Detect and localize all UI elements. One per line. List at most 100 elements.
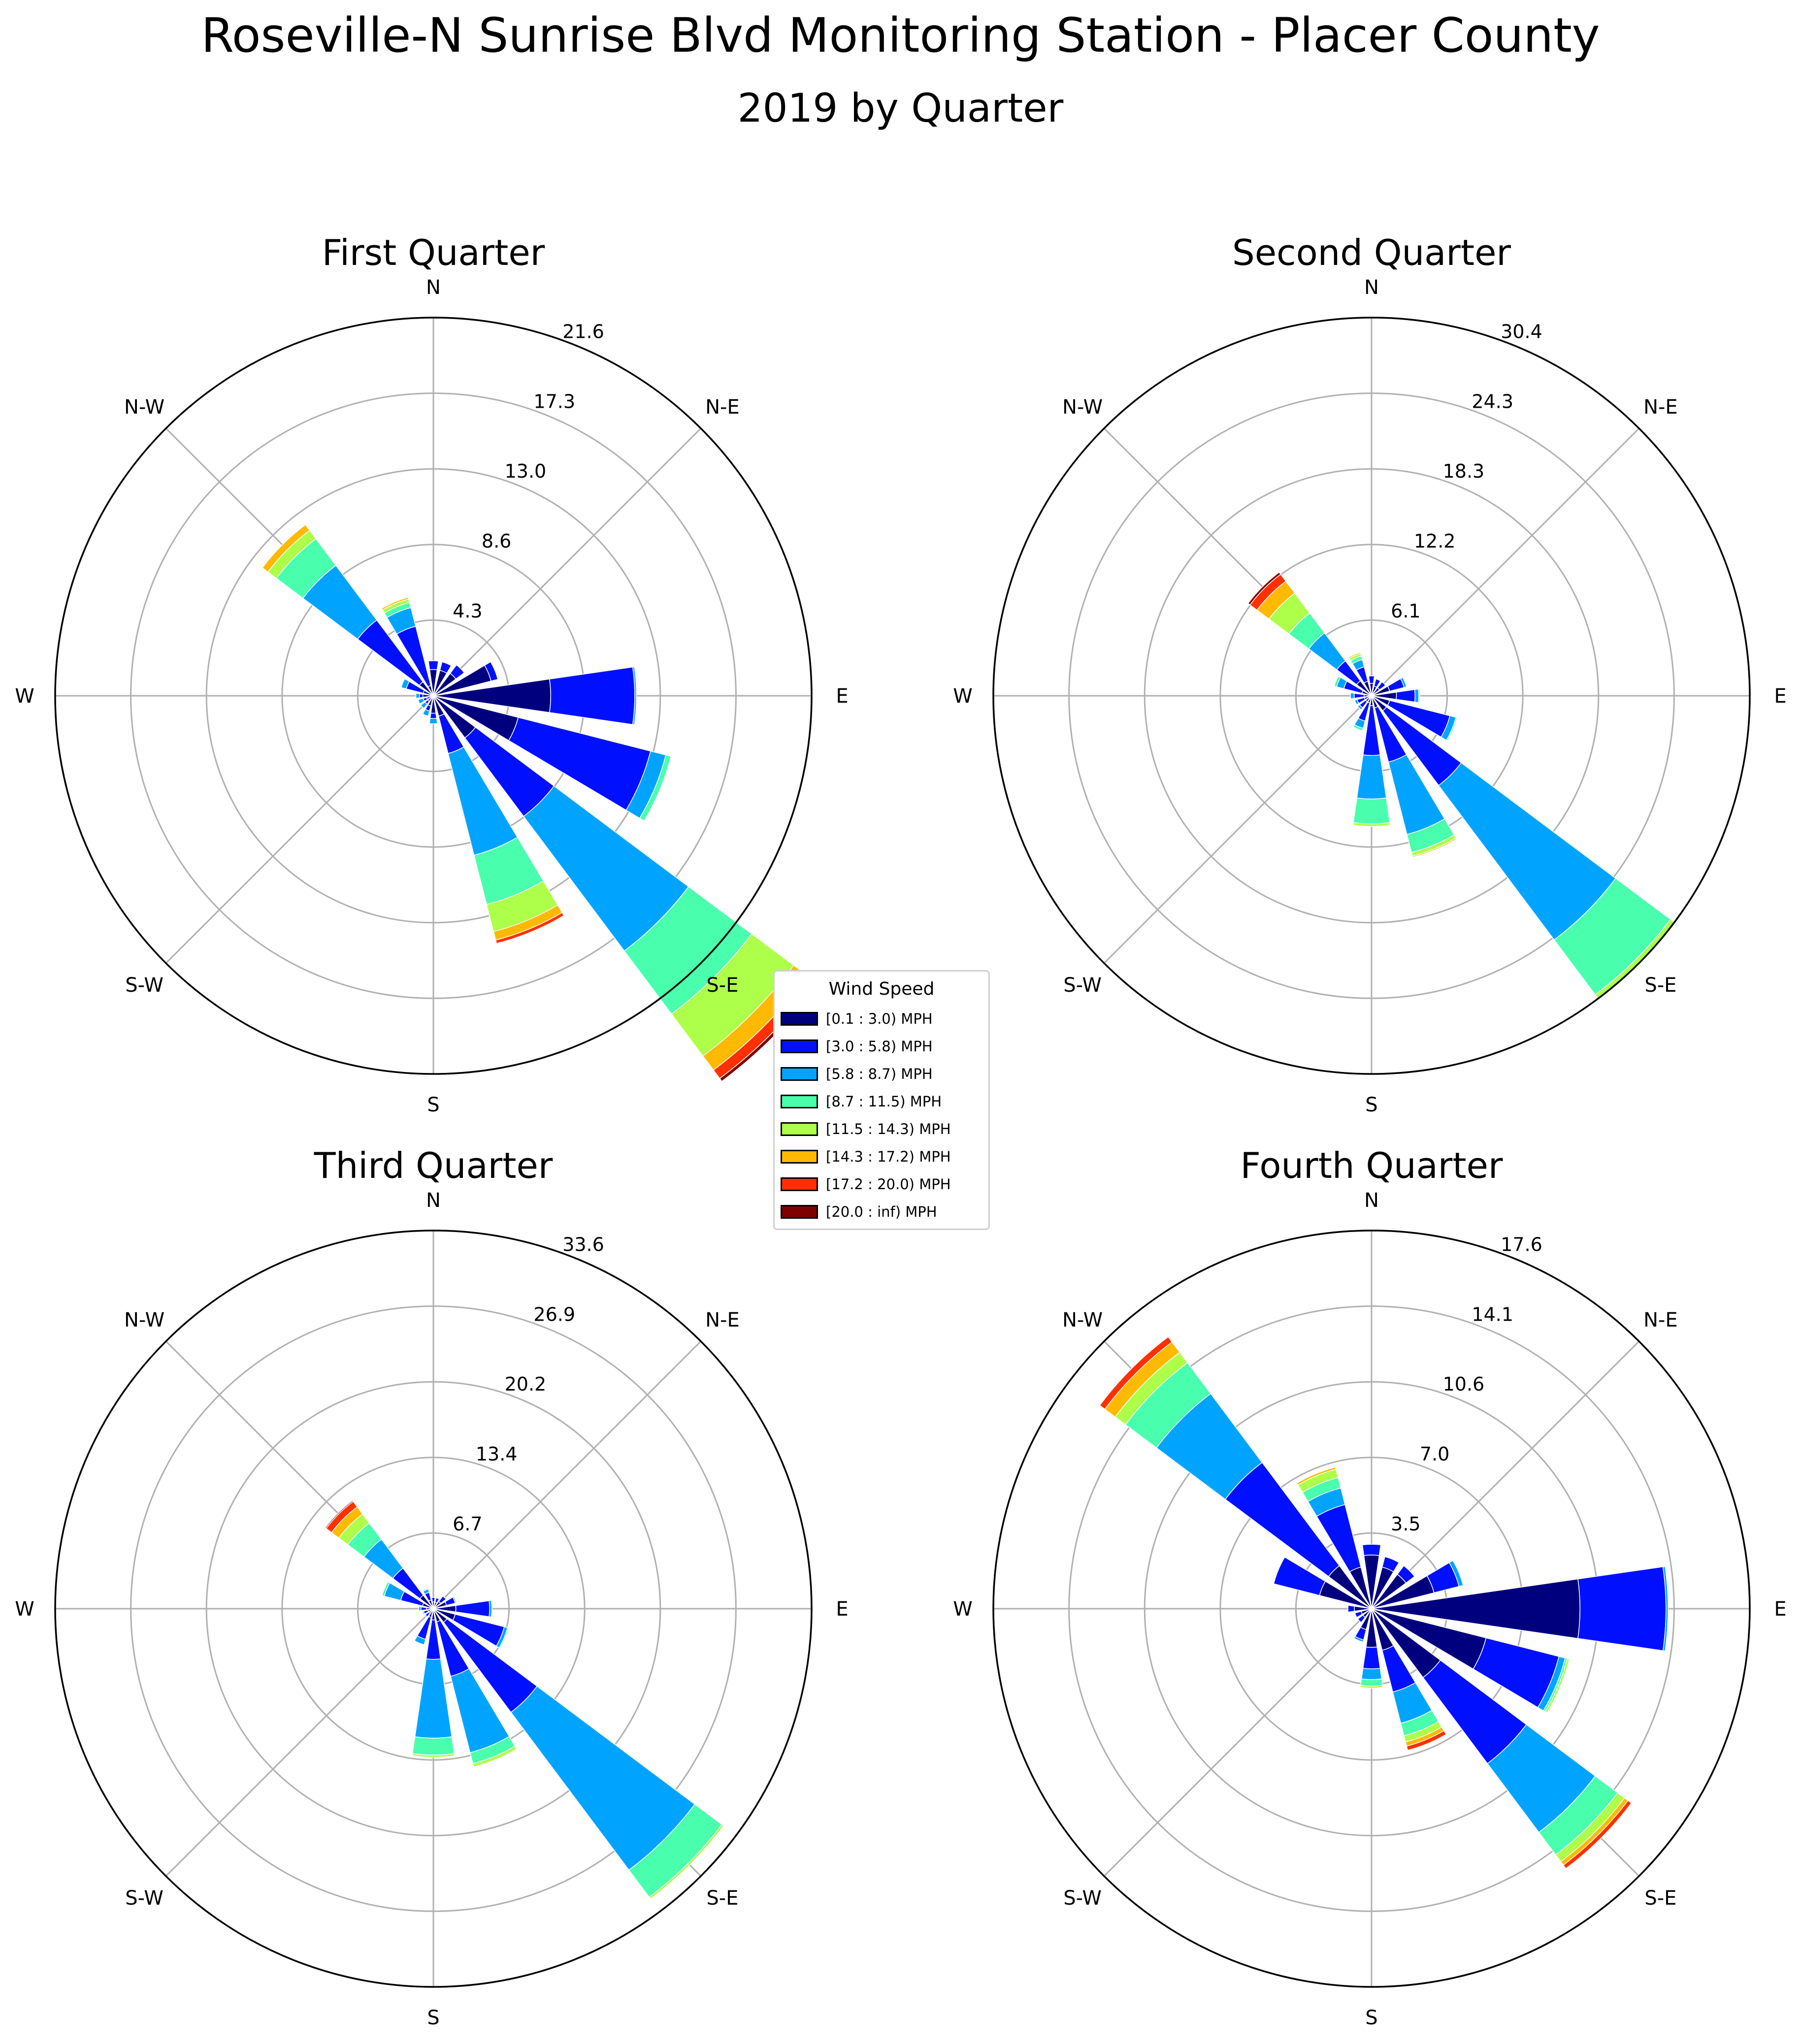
legend: Wind Speed [0.1 : 3.0) MPH [3.0 : 5.8) M… (773, 970, 990, 1230)
radial-tick-label: 17.3 (533, 390, 575, 412)
radial-tick-label: 14.1 (1472, 1303, 1513, 1325)
wind-bar-wsw-segment (418, 698, 425, 705)
wind-bar-w-segment (421, 1606, 427, 1611)
radial-tick-label: 17.6 (1501, 1233, 1542, 1255)
wind-bar-ene-segment (452, 1596, 457, 1604)
wind-bar-ene-segment (1448, 1559, 1464, 1587)
radial-tick-label: 6.7 (453, 1513, 482, 1535)
compass-label: N (426, 276, 441, 299)
wind-bar-ssw-segment (1352, 724, 1364, 731)
compass-label: S-W (1063, 974, 1102, 997)
legend-label: [14.3 : 17.2) MPH (826, 1148, 951, 1165)
wind-bar-e-segment (489, 1600, 492, 1618)
legend-swatch (781, 1205, 818, 1219)
legend-title: Wind Speed (828, 979, 935, 999)
legend-swatch (781, 1150, 818, 1164)
wind-bar-nw-segment (1247, 572, 1281, 606)
legend-swatch (781, 1095, 818, 1108)
wind-bar-ne-segment (438, 1595, 447, 1604)
compass-label: S (427, 2007, 439, 2029)
wind-bar-nnw-segment (381, 597, 409, 611)
radial-tick-label: 4.3 (453, 600, 482, 622)
radial-tick-label: 13.4 (476, 1443, 518, 1465)
compass-label: N (1364, 276, 1379, 299)
legend-label: [8.7 : 11.5) MPH (826, 1093, 942, 1110)
wind-bar-e-segment (632, 666, 637, 725)
legend-label: [20.0 : inf) MPH (826, 1203, 937, 1220)
radial-tick-label: 7.0 (1420, 1443, 1449, 1465)
wind-bar-nnw-segment (422, 1588, 429, 1592)
compass-label: N-W (1062, 1309, 1103, 1331)
legend-swatch (781, 1067, 818, 1081)
panel-title-third-quarter: Third Quarter (314, 1145, 553, 1186)
radial-tick-label: 20.2 (505, 1373, 547, 1395)
wind-bar-n-segment (431, 1597, 436, 1603)
panel-title-fourth-quarter: Fourth Quarter (1240, 1145, 1503, 1186)
panel-title-second-quarter: Second Quarter (1232, 232, 1511, 273)
compass-label: S-E (1644, 1887, 1676, 1910)
wind-bar-ne-segment (1377, 681, 1386, 690)
wind-bar-wsw-segment (1354, 699, 1359, 706)
wind-bar-nnw-segment (1296, 1466, 1337, 1486)
compass-label: W (953, 1598, 973, 1621)
wind-bar-sw-segment (420, 701, 428, 709)
wind-bar-e-segment (1396, 689, 1416, 703)
compass-label: N-E (1643, 396, 1678, 419)
legend-label: [5.8 : 8.7) MPH (826, 1066, 933, 1082)
legend-label: [0.1 : 3.0) MPH (826, 1010, 933, 1027)
legend-swatch (781, 1039, 818, 1053)
wind-bar-nnw-segment (1348, 651, 1362, 659)
wind-bar-se-segment (649, 1824, 724, 1900)
grid-spoke (432, 1340, 702, 1610)
wind-bar-s-segment (1356, 754, 1387, 800)
wind-bar-ese-segment (1544, 1658, 1570, 1714)
wind-bar-w-segment (1350, 692, 1355, 699)
wind-bar-wsw-segment (422, 1611, 426, 1615)
radial-tick-label: 30.4 (1501, 321, 1542, 342)
compass-label: W (15, 1598, 34, 1621)
wind-bar-w-segment (1347, 1605, 1355, 1613)
wind-bar-s-segment (1361, 1668, 1382, 1680)
compass-label: N-W (124, 396, 164, 419)
wind-bar-w-segment (1353, 693, 1365, 699)
compass-label: S-E (706, 1887, 738, 1910)
wind-bar-wnw-segment (400, 678, 410, 689)
wind-bar-wsw-segment (1354, 1611, 1363, 1618)
compass-label: E (836, 685, 848, 708)
wind-bar-sse-segment (472, 1746, 518, 1768)
wind-bar-s-segment (1362, 1646, 1381, 1669)
compass-label: S-E (1644, 974, 1676, 997)
wind-bar-s-segment (412, 1736, 455, 1755)
compass-label: W (15, 685, 34, 708)
legend-label: [17.2 : 20.0) MPH (826, 1176, 951, 1193)
wind-bar-s-segment (1353, 797, 1390, 824)
radial-tick-label: 3.5 (1391, 1513, 1420, 1535)
wind-bar-s-segment (1360, 1678, 1383, 1687)
wind-bar-ssw-segment (417, 1616, 432, 1640)
wind-bar-n-segment (1363, 1555, 1380, 1609)
wind-bar-ene-segment (1400, 677, 1407, 688)
wind-bar-sw-segment (424, 1614, 428, 1619)
panel-title-first-quarter: First Quarter (322, 232, 545, 273)
grid-spoke (1103, 1608, 1373, 1877)
compass-label: N-E (705, 396, 740, 419)
grid-spoke (432, 427, 702, 697)
legend-item: [8.7 : 11.5) MPH (781, 1088, 988, 1115)
radial-tick-label: 13.0 (505, 460, 547, 482)
outer-circle (54, 1230, 813, 1988)
wind-bar-n-segment (1362, 1544, 1381, 1556)
wind-bar-n-segment (428, 660, 439, 671)
wind-bar-se-segment (1563, 1800, 1632, 1869)
wind-bar-w-segment (415, 693, 420, 699)
legend-swatch (781, 1012, 818, 1026)
grid-spoke (1103, 695, 1373, 964)
wind-bar-n-segment (1368, 675, 1375, 684)
wind-bar-sse-segment (495, 912, 565, 944)
radial-tick-label: 21.6 (562, 321, 604, 342)
legend-item: [11.5 : 14.3) MPH (781, 1115, 988, 1143)
wind-bar-sw-segment (1357, 1615, 1366, 1623)
grid-spoke (1371, 1340, 1640, 1610)
wind-bar-e-segment (549, 666, 635, 725)
radial-tick-label: 33.6 (562, 1233, 604, 1255)
compass-label: S (1365, 2007, 1377, 2029)
